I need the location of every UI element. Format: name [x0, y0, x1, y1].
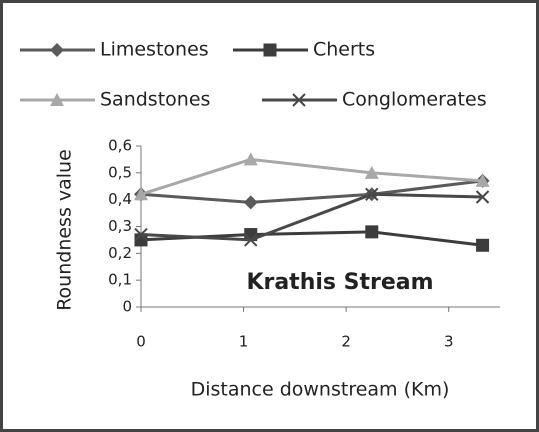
series-line [140, 192, 483, 242]
marker [243, 195, 258, 210]
marker [50, 43, 64, 57]
x-tick-label: 1 [239, 333, 249, 351]
x-tick-label: 3 [444, 333, 454, 351]
legend-label: Limestones [100, 39, 209, 61]
marker [134, 227, 148, 242]
y-tick-label: 0,2 [108, 244, 132, 262]
marker [244, 233, 258, 247]
x-tick-label: 2 [341, 333, 351, 351]
y-tick-label: 0 [122, 298, 132, 316]
marker [50, 93, 64, 106]
marker [364, 165, 379, 179]
marker [365, 187, 379, 202]
marker [475, 190, 490, 204]
legend-label: Sandstones [100, 89, 210, 111]
marker [243, 152, 258, 166]
series-line [140, 157, 483, 196]
x-axis-label: Distance downstream (Km) [191, 379, 450, 401]
marker [134, 187, 148, 201]
y-tick-label: 0,6 [108, 137, 132, 155]
legend-label: Cherts [313, 39, 375, 61]
legend-label: Conglomerates [342, 89, 487, 111]
marker [365, 225, 379, 239]
marker [475, 173, 490, 187]
y-tick-label: 0,1 [108, 271, 132, 289]
x-tick-label: 0 [136, 333, 146, 351]
y-tick-label: 0,3 [108, 217, 132, 235]
series-line [140, 179, 483, 204]
marker [292, 93, 306, 107]
marker [476, 238, 490, 252]
y-tick-label: 0,4 [108, 190, 132, 208]
y-axis-label: Roundness value [54, 149, 76, 311]
annotation: Krathis Stream [246, 270, 433, 295]
marker [263, 43, 277, 57]
y-tick-label: 0,5 [108, 163, 132, 181]
